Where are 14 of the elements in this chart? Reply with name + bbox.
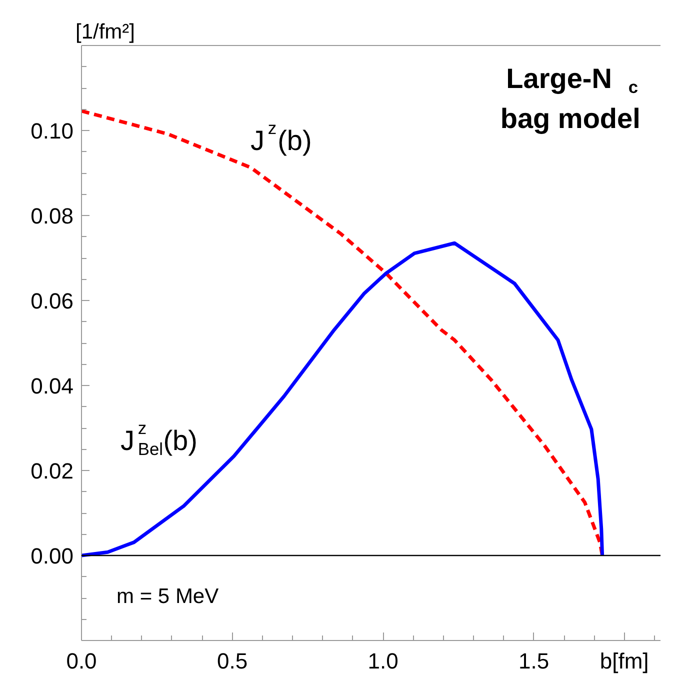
annotation: m = 5 MeV (116, 585, 219, 608)
x-axis-title: b[fm] (600, 648, 649, 674)
x-tick-label: 1.0 (368, 648, 398, 674)
x-tick-label: 1.5 (518, 648, 550, 674)
y-axis-title: [1/fm²] (76, 20, 136, 44)
x-tick-label: 0.0 (66, 648, 97, 674)
y-tick-label: 0.00 (30, 544, 74, 568)
y-tick-label: 0.02 (30, 458, 74, 484)
y-tick-label: 0.08 (30, 204, 74, 228)
y-tick-label: 0.06 (30, 288, 74, 314)
y-tick-label: 0.10 (30, 118, 74, 144)
x-tick-label: 0.5 (216, 648, 248, 674)
line-series (82, 241, 604, 558)
y-tick-label: 0.04 (30, 374, 74, 398)
